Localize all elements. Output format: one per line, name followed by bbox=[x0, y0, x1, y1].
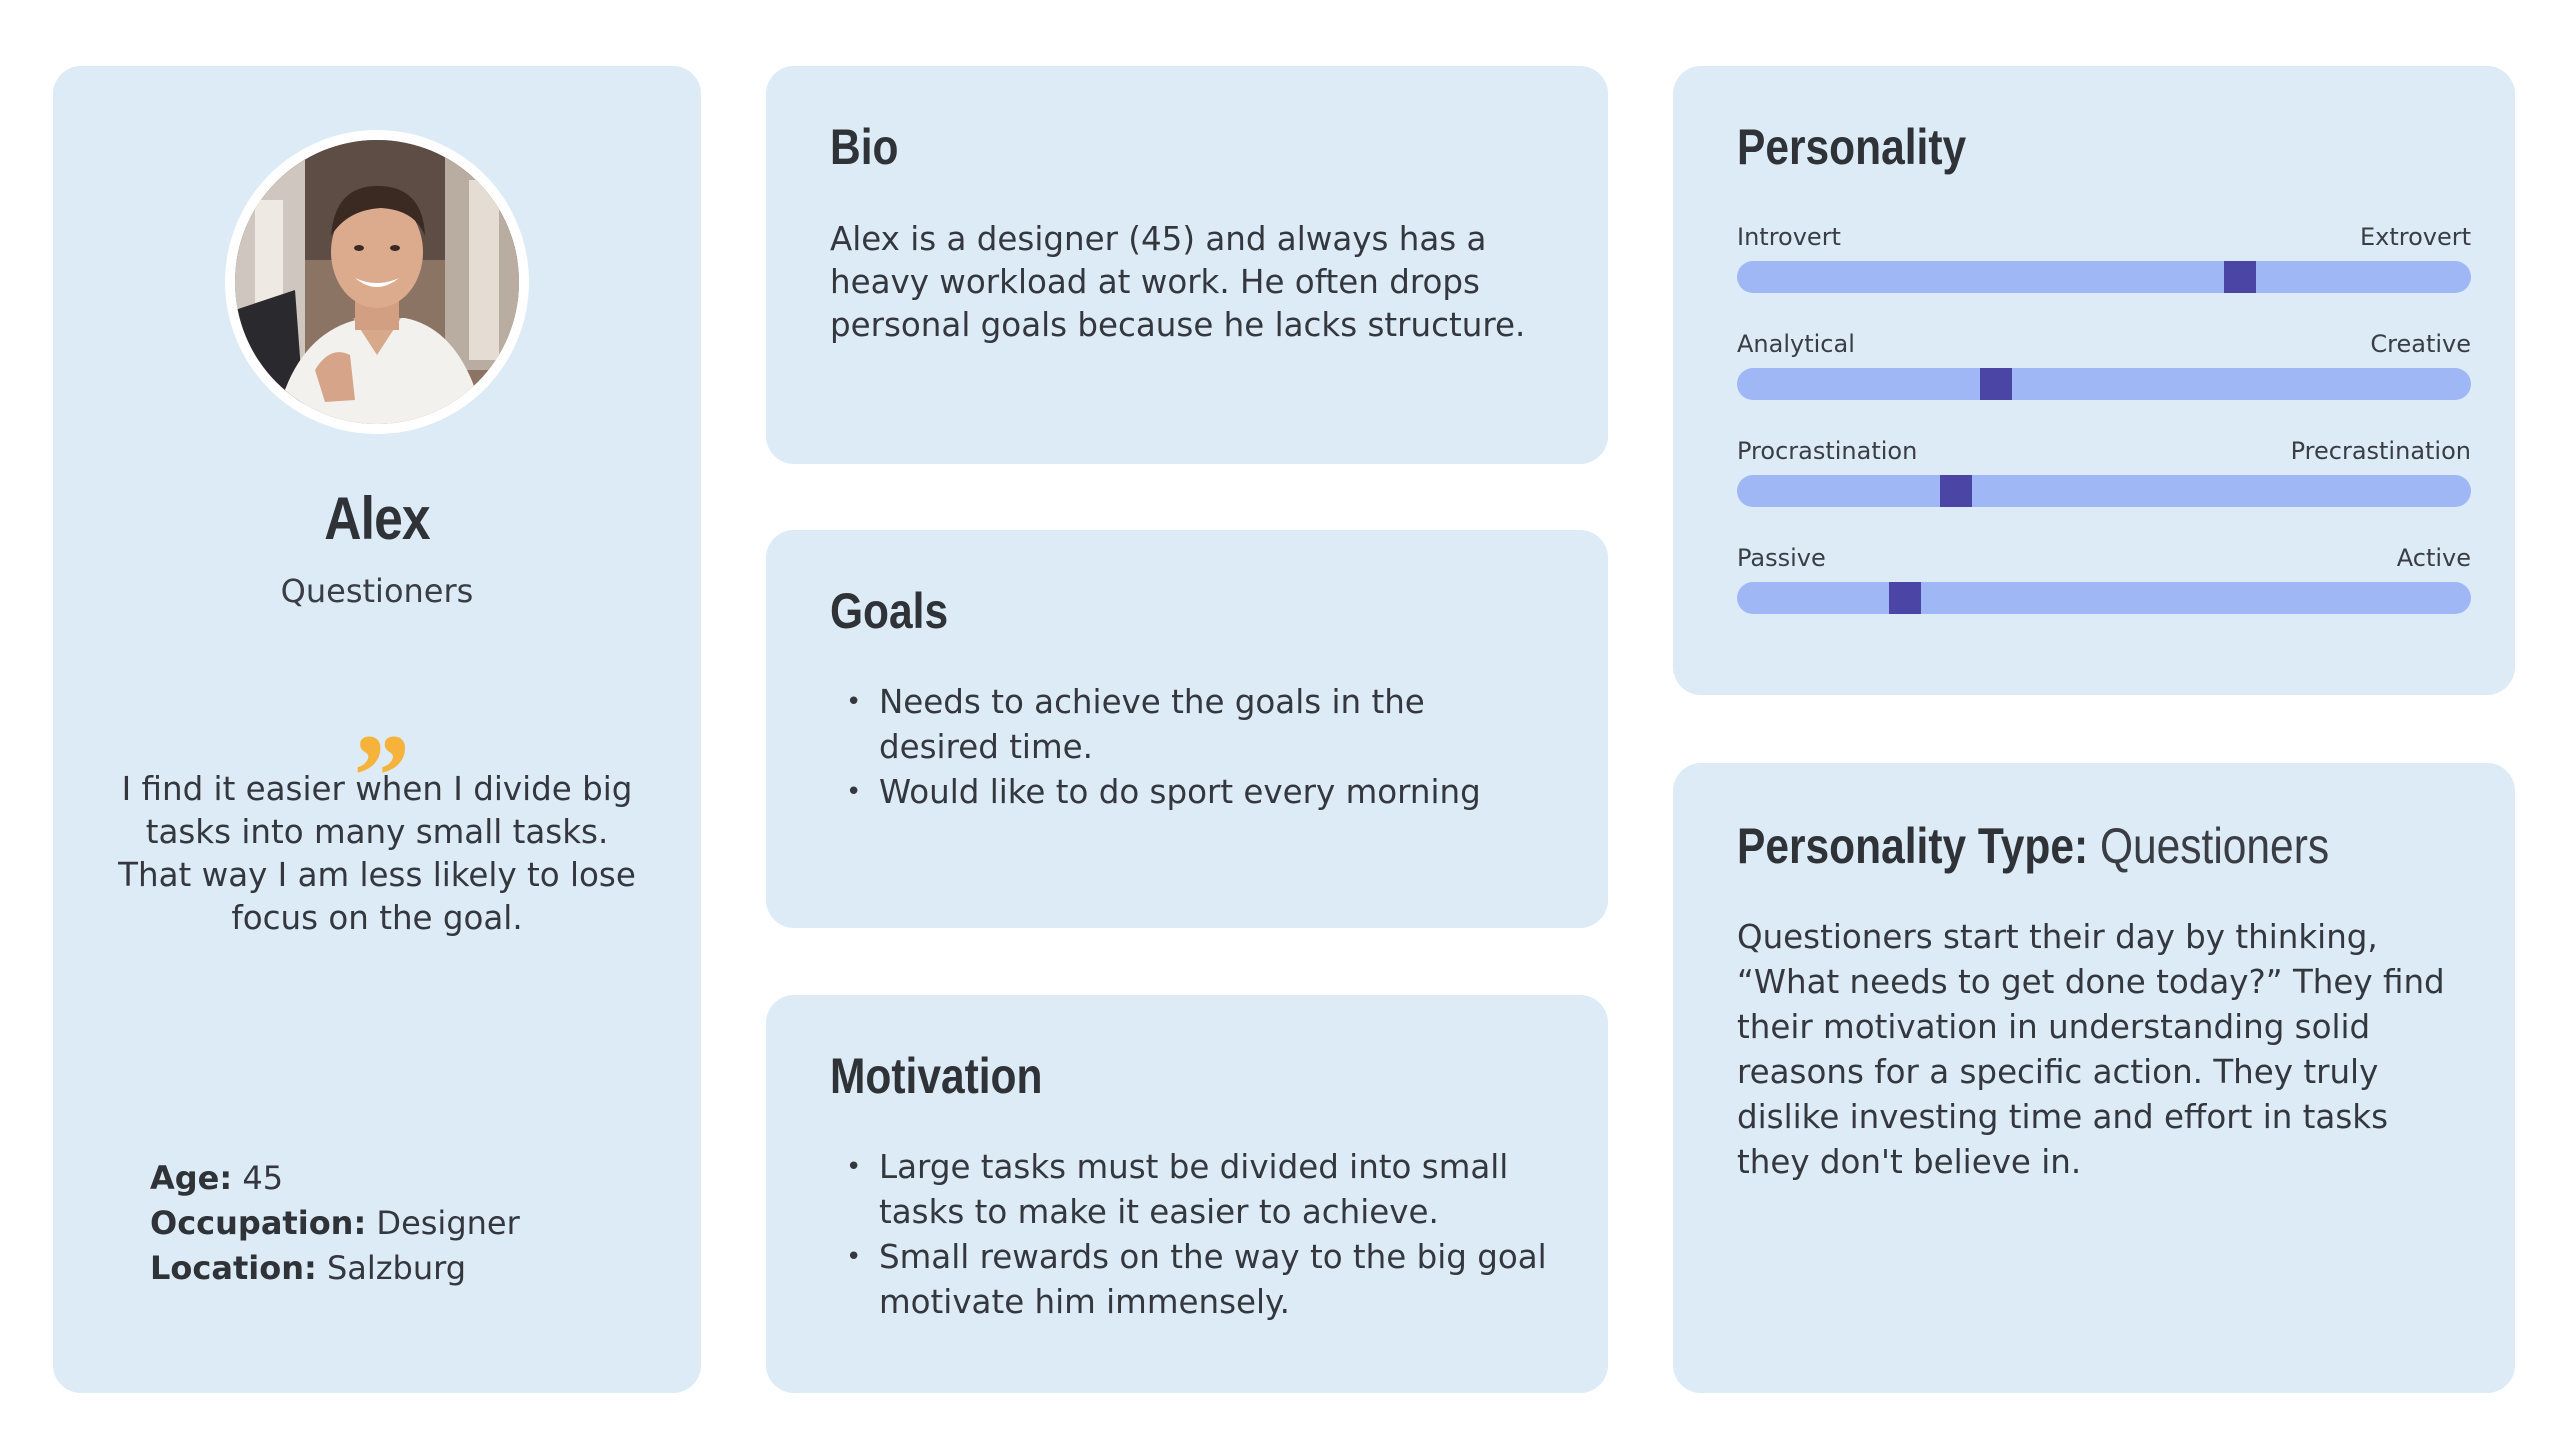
slider-left-label: Introvert bbox=[1737, 223, 1841, 251]
persona-facts: Age: 45 Occupation: Designer Location: S… bbox=[150, 1156, 520, 1291]
fact-value: 45 bbox=[232, 1159, 284, 1197]
fact-label: Age: bbox=[150, 1159, 233, 1197]
avatar-ring bbox=[225, 130, 529, 434]
fact-label: Location: bbox=[150, 1249, 317, 1287]
slider-track bbox=[1737, 261, 2471, 293]
bio-text: Alex is a designer (45) and always has a… bbox=[830, 220, 1526, 344]
personality-type-text: Questioners start their day by thinking,… bbox=[1737, 918, 2445, 1181]
slider-thumb bbox=[2223, 261, 2256, 293]
motivation-card: Motivation Large tasks must be divided i… bbox=[766, 995, 1608, 1393]
slider-thumb bbox=[1939, 475, 1972, 507]
goals-card: Goals Needs to achieve the goals in the … bbox=[766, 530, 1608, 928]
list-item: Small rewards on the way to the big goal… bbox=[830, 1235, 1570, 1325]
fact-occupation: Occupation: Designer bbox=[150, 1201, 520, 1246]
slider-left-label: Procrastination bbox=[1737, 437, 1918, 465]
slider-right-label: Active bbox=[2396, 544, 2471, 572]
slider-labels: Procrastination Precrastination bbox=[1737, 437, 2471, 475]
personality-type-value: Questioners bbox=[2099, 818, 2330, 874]
goals-list: Needs to achieve the goals in the desire… bbox=[830, 680, 1530, 815]
slider-analytical-creative: Analytical Creative bbox=[1737, 330, 2471, 400]
slider-right-label: Extrovert bbox=[2359, 223, 2471, 251]
slider-track bbox=[1737, 582, 2471, 614]
bio-card: Bio Alex is a designer (45) and always h… bbox=[766, 66, 1608, 464]
persona-name: Alex bbox=[324, 485, 430, 552]
quote-icon: ” bbox=[347, 716, 407, 796]
avatar-photo bbox=[235, 140, 519, 424]
personality-type-card: Personality Type: Questioners Questioner… bbox=[1673, 763, 2515, 1393]
personality-type-title: Personality Type: Questioners bbox=[1737, 817, 2329, 875]
slider-track bbox=[1737, 475, 2471, 507]
slider-procrastination-precrastination: Procrastination Precrastination bbox=[1737, 437, 2471, 507]
personality-type-label: Personality Type: bbox=[1737, 818, 2089, 874]
list-item: Needs to achieve the goals in the desire… bbox=[830, 680, 1530, 770]
personality-card: Personality Introvert Extrovert Analytic… bbox=[1673, 66, 2515, 695]
fact-location: Location: Salzburg bbox=[150, 1246, 520, 1291]
slider-labels: Passive Active bbox=[1737, 544, 2471, 582]
bio-title: Bio bbox=[830, 119, 899, 175]
slider-labels: Introvert Extrovert bbox=[1737, 223, 2471, 261]
fact-age: Age: 45 bbox=[150, 1156, 520, 1201]
slider-thumb bbox=[1889, 582, 1922, 614]
fact-value: Designer bbox=[366, 1204, 520, 1242]
slider-track bbox=[1737, 368, 2471, 400]
slider-passive-active: Passive Active bbox=[1737, 544, 2471, 614]
slider-left-label: Analytical bbox=[1737, 330, 1855, 358]
profile-card: Alex Questioners ” I find it easier when… bbox=[53, 66, 701, 1393]
slider-labels: Analytical Creative bbox=[1737, 330, 2471, 368]
avatar bbox=[235, 140, 519, 424]
goals-title: Goals bbox=[830, 583, 949, 639]
motivation-title: Motivation bbox=[830, 1048, 1043, 1104]
slider-left-label: Passive bbox=[1737, 544, 1826, 572]
persona-type: Questioners bbox=[280, 572, 474, 610]
slider-right-label: Creative bbox=[2370, 330, 2471, 358]
motivation-list: Large tasks must be divided into small t… bbox=[830, 1145, 1570, 1325]
slider-right-label: Precrastination bbox=[2290, 437, 2471, 465]
personality-title: Personality bbox=[1737, 119, 1967, 175]
list-item: Would like to do sport every morning bbox=[830, 770, 1530, 815]
list-item: Large tasks must be divided into small t… bbox=[830, 1145, 1570, 1235]
slider-introvert-extrovert: Introvert Extrovert bbox=[1737, 223, 2471, 293]
fact-label: Occupation: bbox=[150, 1204, 367, 1242]
fact-value: Salzburg bbox=[316, 1249, 467, 1287]
slider-thumb bbox=[1980, 368, 2013, 400]
persona-quote: I find it easier when I divide big tasks… bbox=[118, 770, 636, 937]
